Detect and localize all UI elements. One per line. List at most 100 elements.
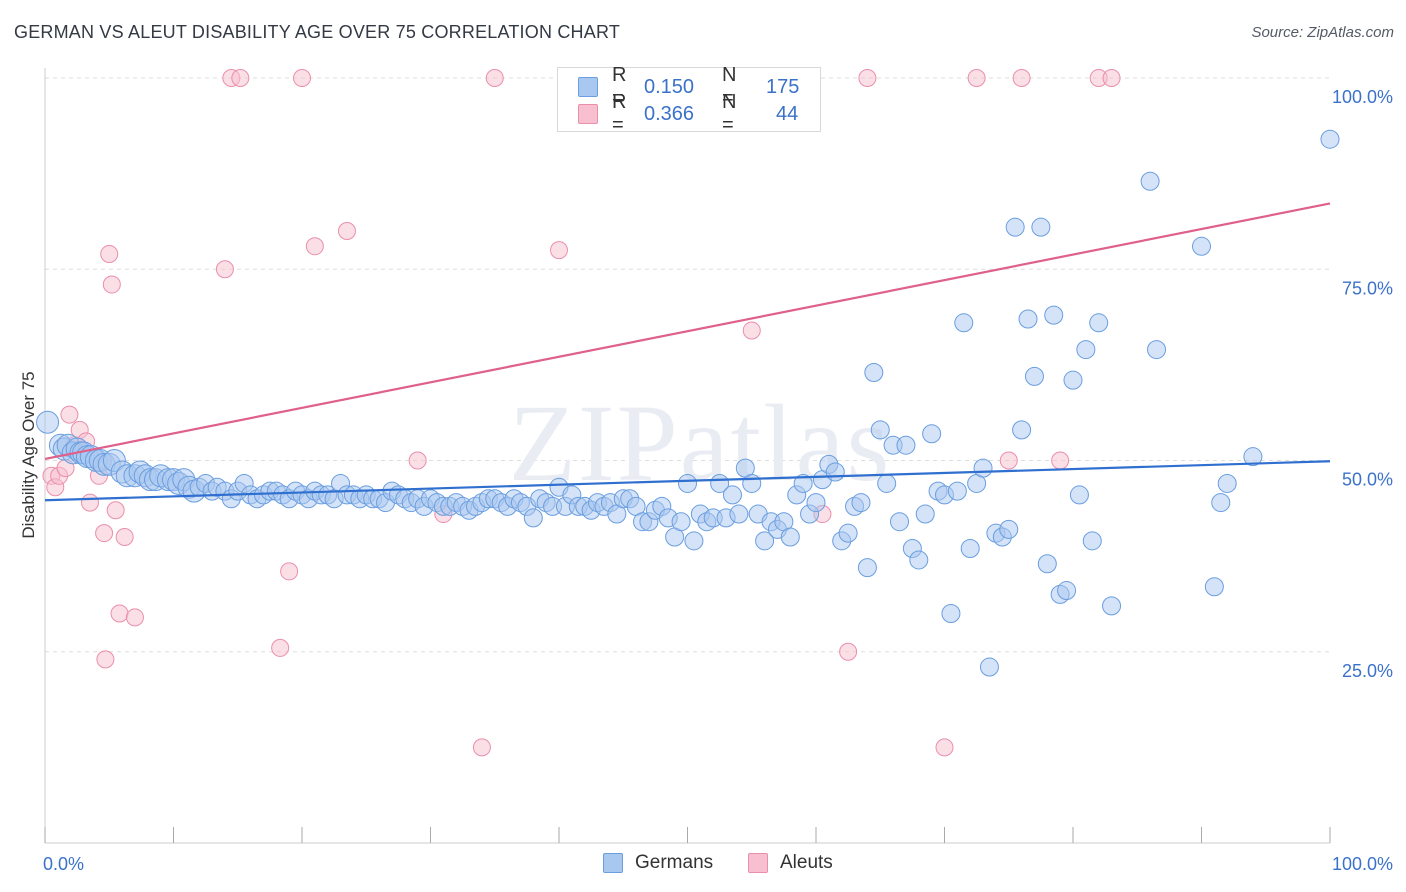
german-point [1005,217,1025,237]
x-tick-labels: 0.0% 100.0% [43,854,1393,874]
german-point [793,473,813,493]
german-point [915,504,935,524]
aleut-trend-line [44,202,1331,461]
aleut-point [472,738,491,757]
y-tick-labels: 25.0% 50.0% 75.0% 100.0% [1332,87,1393,681]
gridlines [45,77,1330,653]
y-tick-label: 25.0% [1342,661,1393,681]
german-series [36,129,1340,677]
aleut-point [280,562,299,581]
aleut-point [485,69,504,87]
german-point [979,657,999,677]
legend-row-aleuts: R = 0.366 N = 44 [578,91,798,136]
n-label: N = [722,91,737,136]
chart-title: GERMAN VS ALEUT DISABILITY AGE OVER 75 C… [14,22,621,42]
aleut-point [550,241,568,260]
legend-label-aleuts: Aleuts [780,852,833,873]
aleut-point [96,650,115,669]
legend-item-germans[interactable]: Germans [603,852,713,874]
legend-item-aleuts[interactable]: Aleuts [748,852,833,874]
german-point [1217,473,1237,493]
aleut-point [125,608,144,627]
german-point [1320,129,1340,149]
aleut-point [102,275,121,294]
german-point [896,435,916,455]
german-point [870,420,890,440]
german-point [1082,531,1102,551]
german-point [960,538,980,558]
x-tick-label: 100.0% [1332,854,1393,874]
german-point [1057,581,1077,601]
r-value: 0.150 [644,75,695,98]
n-label: N = [722,64,737,109]
german-point [1102,596,1122,616]
legend-row-germans: R = 0.150 N = 175 [578,64,800,109]
german-point [806,493,826,513]
aleut-point [999,451,1018,470]
german-point [825,462,845,482]
german-point [1204,577,1224,597]
german-point [755,531,775,551]
german-point [1243,447,1263,467]
german-point [909,550,929,570]
german-point [838,523,858,543]
german-point [1031,217,1051,237]
german-point [1018,309,1038,329]
aleut-point [106,501,125,520]
aleut-swatch [578,104,598,124]
aleut-point [337,222,356,240]
german-point [954,313,974,333]
aleut-point [293,69,311,87]
aleut-point [231,69,250,87]
german-point [857,558,877,578]
r-value: 0.366 [644,102,695,125]
german-point [999,519,1019,539]
aleut-point [100,244,119,263]
aleut-point [967,69,986,87]
german-point [671,512,691,532]
aleut-point [1102,69,1121,87]
aleut-point [80,493,99,512]
stats-legend: R = 0.150 N = 175 R = 0.366 N = 44 [557,64,821,136]
y-tick-label: 50.0% [1342,470,1393,490]
german-point [941,604,961,623]
german-point [922,424,942,444]
german-point [1192,236,1211,256]
german-point [1140,171,1160,191]
aleut-point [60,405,79,424]
german-point [36,410,60,434]
german-point [877,473,897,493]
aleut-point [95,524,114,543]
german-point [1076,340,1096,360]
aleut-point [115,528,134,546]
german-point [1089,313,1109,333]
aleut-swatch [748,853,768,873]
y-tick-label: 100.0% [1332,87,1393,107]
german-point [890,512,910,532]
german-point [684,531,704,551]
german-point [1147,340,1167,360]
german-point [1024,366,1044,386]
german-point [678,473,697,493]
x-tick-label: 0.0% [43,854,84,874]
legend-label-germans: Germans [635,852,714,873]
german-point [1069,485,1089,505]
r-label: R = [612,64,627,109]
y-tick-label: 75.0% [1342,278,1393,298]
axes [44,68,1331,844]
german-swatch [578,77,598,97]
german-point [1211,493,1231,513]
german-point [973,458,993,478]
german-point [523,508,543,528]
german-point [864,363,884,383]
german-point [1037,554,1057,574]
source-credit: Source: ZipAtlas.com [1251,24,1394,41]
german-point [722,485,742,505]
german-point [1012,420,1032,440]
german-point [742,473,762,493]
n-value: 175 [766,75,800,98]
y-axis-label: Disability Age Over 75 [19,371,38,538]
german-point [1063,370,1083,390]
trend-lines [44,202,1331,502]
